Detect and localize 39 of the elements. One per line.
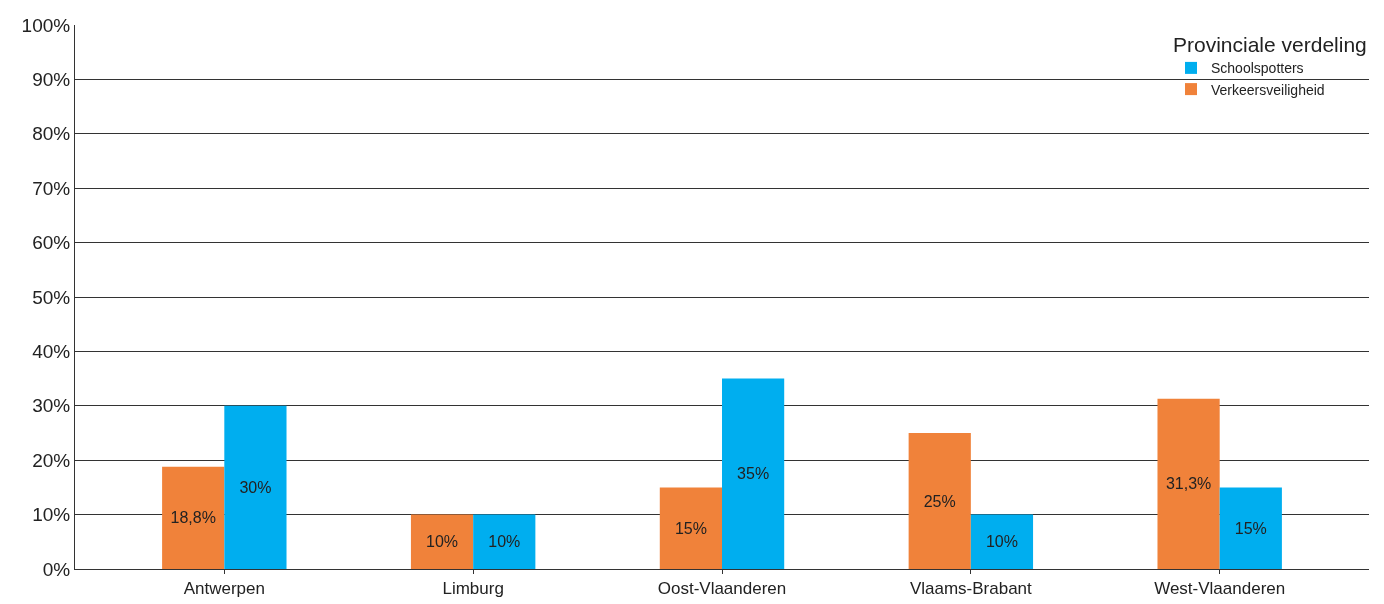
data-label: 25% [923,492,956,510]
bar [1219,487,1282,569]
legend-label: Schoolspotters [1211,60,1304,77]
x-tick-label: Vlaams-Brabant [909,579,1033,599]
bar [722,378,785,569]
x-tick-label: Limburg [442,579,504,599]
data-label: 18,8% [170,509,216,527]
data-label: 15% [674,519,707,537]
x-tick-label: West-Vlaanderen [1154,579,1286,599]
y-tick-label: 50% [32,286,71,308]
bar [162,466,225,569]
data-label: 30% [239,478,272,496]
y-tick-label: 60% [32,232,71,254]
y-tick-label: 90% [32,69,71,91]
x-tick-label: Antwerpen [183,579,265,599]
y-tick-label: 0% [42,558,71,580]
data-label: 31,3% [1165,475,1212,493]
data-label: 35% [737,465,770,483]
y-tick-label: 40% [32,341,71,363]
y-tick-label: 20% [32,449,71,471]
y-tick-label: 30% [32,395,71,417]
bar [970,514,1034,569]
bar [659,487,722,569]
data-label: 10% [985,533,1018,551]
bar [908,433,971,569]
data-label: 15% [1234,519,1267,537]
y-tick-label: 100% [21,14,71,36]
y-tick-label: 80% [32,123,71,145]
data-label: 10% [426,533,459,551]
bar [473,514,536,569]
bar [1157,398,1220,569]
x-tick-label: Oost-Vlaanderen [657,579,787,599]
y-tick-label: 70% [32,177,71,199]
legend-title: Provinciale verdeling [1173,33,1367,57]
legend-label: Verkeersveiligheid [1211,81,1325,98]
y-tick-label: 10% [32,504,71,526]
data-label: 10% [488,533,521,551]
bar [224,405,287,569]
bar [410,514,474,569]
